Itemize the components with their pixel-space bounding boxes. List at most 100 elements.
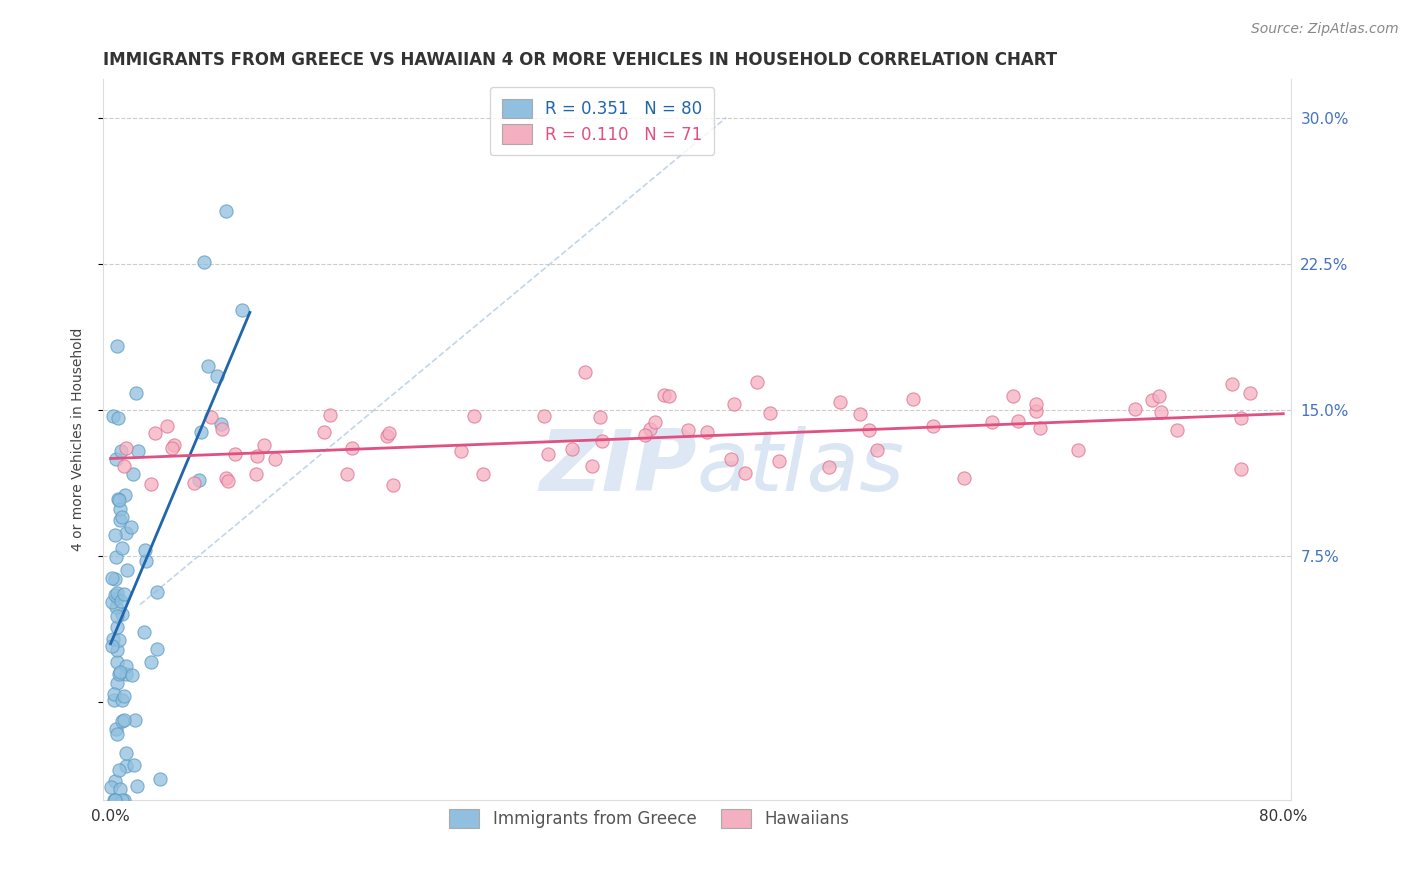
- Point: [581, 459, 603, 474]
- Point: [858, 423, 880, 437]
- Point: [375, 429, 398, 443]
- Point: [314, 425, 336, 439]
- Point: [723, 397, 745, 411]
- Point: [111, 510, 134, 524]
- Point: [135, 554, 157, 568]
- Point: [111, 607, 134, 621]
- Point: [381, 477, 404, 491]
- Point: [160, 441, 183, 455]
- Point: [472, 467, 495, 482]
- Point: [108, 764, 131, 778]
- Point: [561, 442, 583, 456]
- Point: [634, 428, 657, 442]
- Point: [105, 722, 128, 736]
- Point: [319, 408, 342, 422]
- Point: [105, 620, 128, 634]
- Point: [108, 501, 131, 516]
- Point: [1230, 462, 1253, 476]
- Point: [224, 446, 246, 460]
- Point: [112, 690, 135, 704]
- Point: [134, 543, 156, 558]
- Point: [105, 591, 128, 606]
- Point: [830, 395, 852, 409]
- Text: ZIP: ZIP: [540, 426, 697, 509]
- Point: [377, 426, 399, 441]
- Point: [146, 585, 169, 599]
- Point: [246, 449, 269, 463]
- Point: [105, 339, 128, 353]
- Point: [1239, 386, 1261, 401]
- Point: [200, 409, 222, 424]
- Point: [112, 458, 135, 473]
- Point: [104, 792, 127, 806]
- Point: [1140, 393, 1163, 408]
- Point: [104, 792, 127, 806]
- Point: [696, 425, 718, 439]
- Point: [849, 407, 872, 421]
- Point: [209, 417, 232, 432]
- Point: [217, 474, 239, 488]
- Point: [103, 773, 125, 788]
- Point: [638, 422, 661, 436]
- Point: [143, 425, 166, 440]
- Point: [107, 633, 129, 648]
- Point: [1229, 411, 1251, 425]
- Point: [183, 476, 205, 491]
- Point: [450, 444, 472, 458]
- Point: [1220, 377, 1243, 392]
- Point: [107, 492, 129, 507]
- Point: [114, 667, 136, 681]
- Point: [720, 451, 742, 466]
- Point: [108, 781, 131, 796]
- Point: [463, 409, 485, 424]
- Point: [533, 409, 555, 424]
- Point: [215, 204, 238, 219]
- Point: [215, 471, 238, 485]
- Point: [108, 665, 131, 680]
- Text: IMMIGRANTS FROM GREECE VS HAWAIIAN 4 OR MORE VEHICLES IN HOUSEHOLD CORRELATION C: IMMIGRANTS FROM GREECE VS HAWAIIAN 4 OR …: [103, 51, 1057, 69]
- Point: [336, 467, 359, 482]
- Point: [108, 667, 131, 681]
- Point: [114, 488, 136, 502]
- Y-axis label: 4 or more Vehicles in Household: 4 or more Vehicles in Household: [72, 327, 86, 550]
- Point: [117, 563, 139, 577]
- Point: [104, 528, 127, 542]
- Point: [231, 303, 253, 318]
- Point: [1149, 389, 1171, 403]
- Point: [981, 415, 1004, 429]
- Point: [139, 655, 162, 669]
- Point: [156, 418, 179, 433]
- Point: [115, 759, 138, 773]
- Point: [758, 406, 780, 420]
- Point: [537, 447, 560, 461]
- Point: [110, 594, 132, 608]
- Point: [190, 425, 212, 440]
- Point: [125, 779, 148, 793]
- Point: [105, 655, 128, 669]
- Point: [193, 254, 215, 268]
- Point: [122, 758, 145, 772]
- Point: [111, 714, 134, 728]
- Point: [125, 385, 148, 400]
- Point: [115, 526, 138, 541]
- Point: [591, 434, 613, 448]
- Point: [114, 746, 136, 760]
- Point: [112, 713, 135, 727]
- Point: [1025, 404, 1047, 418]
- Point: [103, 692, 125, 706]
- Point: [111, 541, 134, 555]
- Point: [112, 587, 135, 601]
- Point: [678, 423, 700, 437]
- Point: [922, 419, 945, 434]
- Point: [146, 642, 169, 657]
- Point: [245, 467, 267, 481]
- Point: [110, 444, 132, 458]
- Point: [654, 387, 676, 401]
- Point: [121, 668, 143, 682]
- Point: [101, 409, 124, 423]
- Point: [901, 392, 924, 406]
- Point: [104, 588, 127, 602]
- Point: [644, 415, 666, 429]
- Point: [734, 466, 756, 480]
- Point: [121, 467, 143, 481]
